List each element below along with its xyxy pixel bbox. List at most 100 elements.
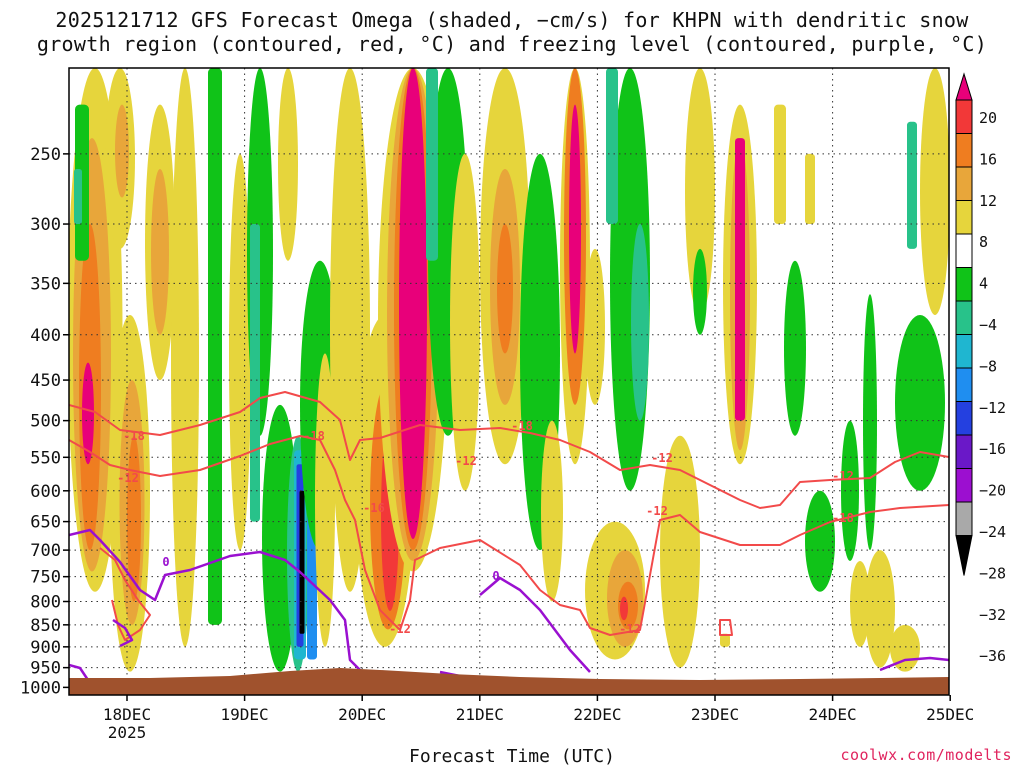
colorbar-label: −16 xyxy=(979,440,1006,458)
omega-cell xyxy=(850,560,870,647)
terrain-surface xyxy=(69,668,949,695)
omega-cell xyxy=(399,68,427,539)
contour-label-red: -12 xyxy=(619,622,641,636)
omega-cell xyxy=(82,362,94,465)
colorbar-label: 4 xyxy=(979,275,988,293)
omega-cell xyxy=(620,596,628,621)
x-tick-label: 21DEC xyxy=(456,705,504,724)
contour-purple-0-e xyxy=(879,656,949,672)
colorbar-swatch xyxy=(955,99,973,134)
omega-cell xyxy=(907,121,917,249)
x-tick-label: 18DEC xyxy=(103,705,151,724)
credit-link[interactable]: coolwx.com/modelts xyxy=(840,746,1012,764)
colorbar-swatch xyxy=(955,133,973,168)
omega-cell xyxy=(208,68,222,625)
omega-cell xyxy=(250,224,260,522)
colorbar-label: 20 xyxy=(979,109,997,127)
omega-cell xyxy=(426,68,438,261)
omega-cell xyxy=(735,138,745,421)
omega-cell xyxy=(497,224,513,354)
contour-label-red: -18 xyxy=(123,429,145,443)
omega-shading xyxy=(69,68,949,695)
omega-cell xyxy=(805,153,815,225)
omega-cell xyxy=(171,68,199,647)
contour-label-red: -12 xyxy=(651,451,673,465)
contour-red-minus12-lower xyxy=(99,547,151,641)
colorbar-label: −36 xyxy=(979,647,1006,665)
contour-label-red: -18 xyxy=(303,429,325,443)
contour-labels: -18 -12 -12 -18 -16 -12 -18 -12 -12 -12 -18 -12 0 0 xyxy=(117,419,854,636)
omega-cell xyxy=(315,353,335,647)
contour-label-purple: 0 xyxy=(162,555,169,569)
omega-cell xyxy=(774,104,786,225)
x-tick-label: 19DEC xyxy=(221,705,269,724)
colorbar-label: −8 xyxy=(979,357,997,375)
omega-cell xyxy=(631,224,649,421)
y-tick-label: 350 xyxy=(30,274,61,294)
y-tick-label: 1000 xyxy=(20,678,61,698)
chart-title-line2: growth region (contoured, red, °C) and f… xyxy=(36,32,988,56)
colorbar-swatch xyxy=(955,267,973,302)
colorbar-label: −20 xyxy=(979,482,1006,500)
terrain xyxy=(69,668,949,695)
contour-label-red: -12 xyxy=(832,469,854,483)
contour-label-red: -18 xyxy=(832,511,854,525)
colorbar-bottom-arrow xyxy=(955,535,973,576)
contours xyxy=(69,391,949,681)
y-tick-label: 500 xyxy=(30,412,61,432)
omega-cell xyxy=(784,260,806,436)
x-tick-label: 20DEC xyxy=(338,705,386,724)
contour-label-red: -12 xyxy=(455,454,477,468)
omega-cell xyxy=(115,104,129,198)
omega-cell xyxy=(74,168,82,225)
colorbar-label: −24 xyxy=(979,523,1006,541)
y-tick-label: 550 xyxy=(30,448,61,468)
x-tick-label: 23DEC xyxy=(691,705,739,724)
colorbar-swatch xyxy=(955,468,973,503)
contour-purple-0-c xyxy=(112,618,134,648)
colorbar-swatch xyxy=(955,434,973,469)
omega-cell xyxy=(720,633,730,647)
contour-purple-0-b xyxy=(479,576,591,673)
colorbar-swatch xyxy=(955,367,973,402)
y-tick-label: 950 xyxy=(30,659,61,679)
colorbar-label: 8 xyxy=(979,233,988,251)
colorbar-top-arrow xyxy=(955,72,973,101)
x-axis: 18DEC 19DEC 20DEC 21DEC 22DEC 23DEC 24DEC 25DEC… xyxy=(103,695,974,742)
y-tick-label: 600 xyxy=(30,482,61,502)
contour-purple-0-d xyxy=(69,663,90,681)
x-axis-title: Forecast Time (UTC) xyxy=(409,746,615,767)
colorbar-label: −32 xyxy=(979,606,1006,624)
y-tick-label: 750 xyxy=(30,568,61,588)
omega-cell xyxy=(606,68,618,225)
colorbar-label: 16 xyxy=(979,150,997,168)
contour-red-minus18 xyxy=(69,391,949,509)
colorbar-swatch xyxy=(955,300,973,335)
y-tick-label: 700 xyxy=(30,541,61,561)
plot-frame xyxy=(68,67,950,696)
chart-title-line1: 2025121712 GFS Forecast Omega (shaded, −… xyxy=(55,8,969,32)
x-tick-sublabel: 2025 xyxy=(108,723,147,742)
y-tick-label: 650 xyxy=(30,513,61,533)
omega-cell xyxy=(693,248,707,335)
contour-red-minus12 xyxy=(69,435,949,636)
contour-red-minus12-small xyxy=(719,619,733,636)
omega-cell xyxy=(863,294,877,551)
y-axis: 2503003504004505005506006507007508008509… xyxy=(20,145,69,698)
y-tick-label: 450 xyxy=(30,371,61,391)
x-tick-label: 24DEC xyxy=(809,705,857,724)
x-tick-label: 22DEC xyxy=(573,705,621,724)
omega-cell xyxy=(685,68,715,316)
colorbar-label: −12 xyxy=(979,399,1006,417)
colorbar-swatch xyxy=(955,401,973,436)
omega-cell xyxy=(127,435,141,602)
contour-label-red: -16 xyxy=(363,501,385,515)
y-tick-label: 800 xyxy=(30,593,61,613)
omega-cell xyxy=(229,153,251,551)
contour-label-red: -12 xyxy=(646,504,668,518)
omega-cell xyxy=(865,550,895,668)
omega-cell xyxy=(895,315,945,491)
contour-label-red: -18 xyxy=(511,419,533,433)
omega-cell xyxy=(569,104,581,354)
